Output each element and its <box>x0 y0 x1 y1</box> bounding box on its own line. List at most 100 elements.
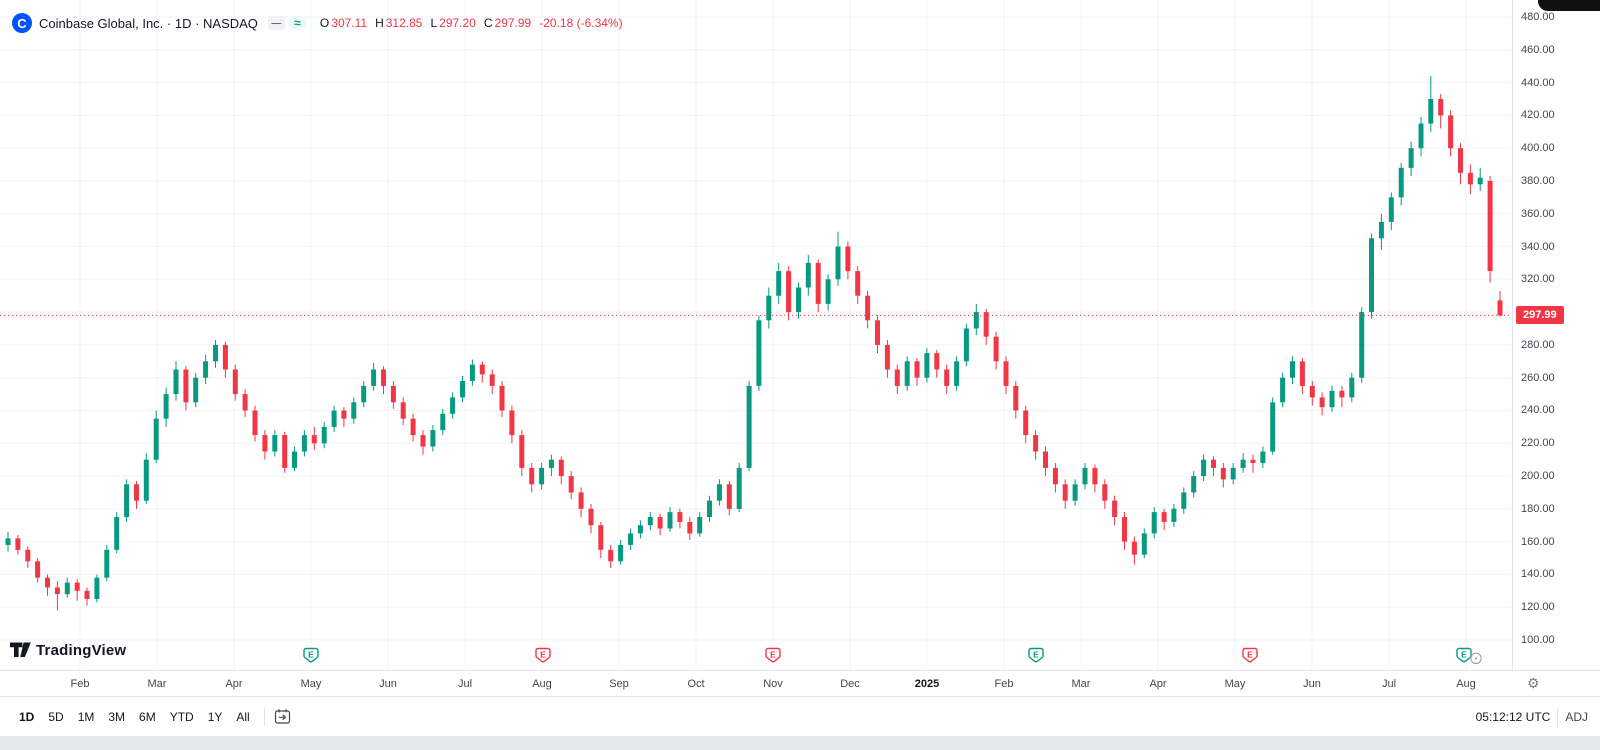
candle <box>104 544 110 581</box>
price-tick-label: 240.00 <box>1521 404 1555 417</box>
candle <box>1052 462 1058 493</box>
candle <box>865 290 871 329</box>
candle <box>934 349 940 378</box>
session-clock[interactable]: 05:12:12 UTC <box>1475 709 1551 724</box>
range-button-3m[interactable]: 3M <box>108 709 126 724</box>
candle <box>222 341 228 378</box>
candle <box>1072 479 1078 506</box>
svg-text:E: E <box>1248 650 1254 660</box>
axis-settings-gear-icon[interactable]: ⚙ <box>1527 675 1540 691</box>
candle <box>1359 307 1365 383</box>
range-button-5d[interactable]: 5D <box>48 709 64 724</box>
market-status-icon[interactable]: — <box>267 16 285 30</box>
candle <box>1487 176 1493 283</box>
chart-plot-area[interactable]: C Coinbase Global, Inc. · 1D · NASDAQ — … <box>0 0 1513 670</box>
candle <box>1211 456 1216 477</box>
tradingview-mark-icon <box>10 642 31 657</box>
candle <box>1043 446 1048 477</box>
tradingview-logo[interactable]: TradingView <box>10 641 126 659</box>
time-axis-label: Jul <box>1381 678 1397 690</box>
candle <box>15 535 21 555</box>
candle <box>45 574 50 596</box>
upcoming-earnings-icon[interactable]: E ⚡ <box>1455 647 1483 670</box>
candle <box>1329 385 1335 413</box>
candle <box>796 282 801 319</box>
candle <box>1309 381 1315 406</box>
ohlc-open-label: O <box>319 16 330 30</box>
candle <box>1428 76 1434 132</box>
price-tick-label: 340.00 <box>1521 240 1555 253</box>
range-button-ytd[interactable]: YTD <box>169 709 194 724</box>
earnings-icon[interactable]: E <box>1242 647 1259 670</box>
candle <box>292 446 297 472</box>
candle <box>954 356 960 391</box>
candle <box>1122 512 1127 550</box>
time-axis[interactable]: ⚙ Feb Mar Apr May Jun Jul Aug Sep Oct Nov Dec 2025 F… <box>0 670 1600 697</box>
earnings-icon[interactable]: E <box>303 647 320 670</box>
tradingview-wordmark: TradingView <box>36 641 127 659</box>
adjusted-data-icon[interactable]: ≈ <box>288 16 306 30</box>
candle <box>924 348 930 383</box>
candle <box>707 495 712 522</box>
candle <box>469 359 475 386</box>
go-to-date-icon[interactable] <box>274 708 291 725</box>
earnings-icon[interactable]: E <box>1028 647 1044 670</box>
svg-text:⚡: ⚡ <box>1473 655 1478 663</box>
candle <box>134 481 139 509</box>
candle <box>736 462 742 513</box>
range-button-6m[interactable]: 6M <box>139 709 156 724</box>
collapsed-widget[interactable] <box>1538 0 1600 11</box>
range-button-all[interactable]: All <box>236 709 250 724</box>
adj-toggle[interactable]: ADJ <box>1565 709 1588 724</box>
candle <box>400 397 406 426</box>
coinbase-logo: C <box>12 13 32 33</box>
candle <box>539 462 545 490</box>
candle <box>499 381 505 417</box>
earnings-icon[interactable]: E <box>764 647 781 670</box>
candle <box>529 462 535 493</box>
candle <box>637 520 643 539</box>
price-tick-label: 480.00 <box>1521 11 1555 23</box>
candle <box>776 262 782 304</box>
range-button-1y[interactable]: 1Y <box>207 709 223 724</box>
price-axis[interactable]: 297.99 100.00 120.00 140.00 160.00 180.00 200… <box>1513 0 1600 670</box>
candle <box>815 259 821 313</box>
time-axis-label: Apr <box>225 678 243 690</box>
time-axis-label: Jun <box>379 678 397 690</box>
candle <box>1171 503 1177 527</box>
symbol-title[interactable]: Coinbase Global, Inc. · 1D · NASDAQ <box>39 15 258 31</box>
time-axis-label: Apr <box>1149 678 1167 690</box>
candle <box>35 558 41 583</box>
time-axis-label: Mar <box>147 678 167 690</box>
candle <box>1448 110 1454 157</box>
candle <box>618 540 624 565</box>
symbol-header: C Coinbase Global, Inc. · 1D · NASDAQ — … <box>12 13 623 33</box>
candle <box>756 315 762 391</box>
candle <box>1418 117 1424 157</box>
candle <box>805 254 811 296</box>
candle <box>213 340 218 368</box>
candle <box>1131 536 1137 565</box>
candle <box>697 512 703 537</box>
price-tick-label: 440.00 <box>1521 76 1555 89</box>
candle <box>1280 372 1286 408</box>
svg-text:E: E <box>770 650 776 660</box>
candle <box>321 421 327 449</box>
price-tick-label: 420.00 <box>1521 109 1555 122</box>
candle <box>1378 213 1384 250</box>
ohlc-open-value: 307.11 <box>331 16 368 30</box>
price-tick-label: 280.00 <box>1521 338 1555 351</box>
svg-text:E: E <box>540 650 546 660</box>
candle <box>272 430 278 457</box>
candle <box>1181 487 1187 514</box>
candlestick-chart[interactable] <box>0 0 1512 670</box>
ohlc-high-value: 312.85 <box>385 16 423 30</box>
earnings-icon[interactable]: E <box>535 647 551 670</box>
range-button-1m[interactable]: 1M <box>77 709 95 724</box>
ohlc-high-label: H <box>375 16 384 30</box>
candle <box>568 471 574 499</box>
range-button-1d[interactable]: 1D <box>19 709 35 724</box>
candle <box>390 381 396 409</box>
price-tick-label: 180.00 <box>1521 502 1555 515</box>
